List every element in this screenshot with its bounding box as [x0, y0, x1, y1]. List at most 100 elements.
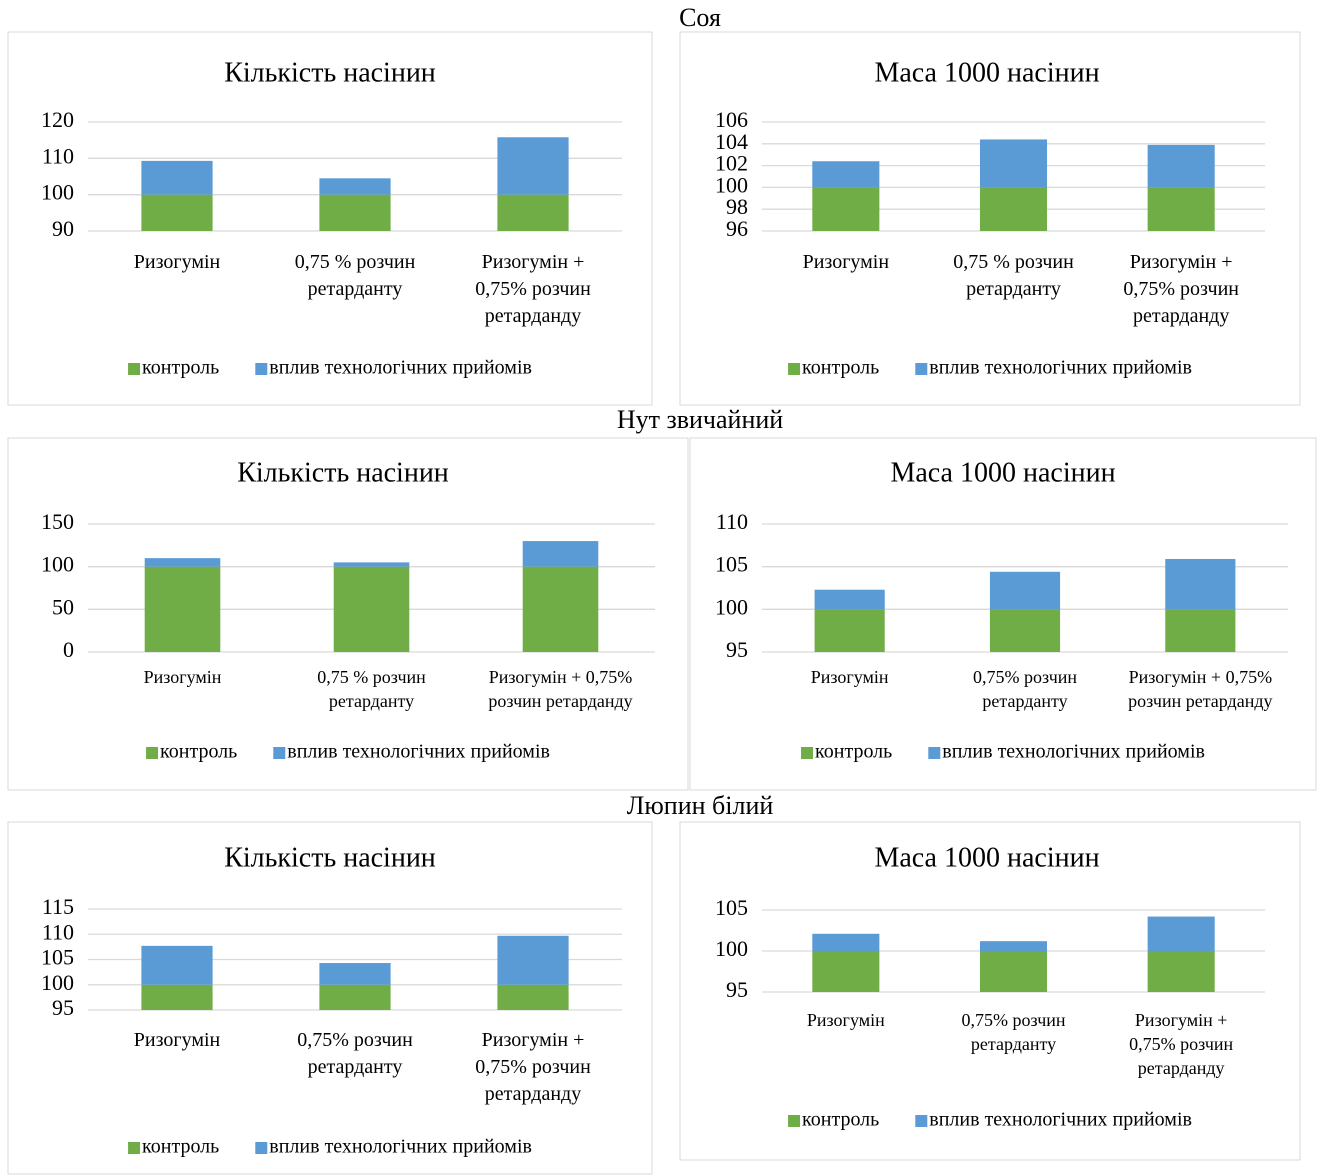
legend-swatch	[146, 747, 159, 759]
x-tick-label: Ризогумін	[811, 667, 889, 687]
x-tick-line: ретарданту	[308, 278, 403, 300]
y-tick-label: 100	[41, 970, 74, 995]
y-tick-label: 50	[52, 594, 74, 619]
x-tick-line: ретарданду	[485, 1083, 581, 1105]
x-tick-line: ретарданту	[329, 691, 414, 711]
bar-segment	[319, 963, 391, 985]
x-tick-label: 0,75% розчин ретарданту	[297, 1029, 413, 1078]
chart-title: Кількість насінин	[237, 457, 449, 488]
y-tick-label: 98	[726, 194, 748, 219]
bar-segment	[319, 178, 391, 195]
bar-segment	[141, 194, 213, 231]
bar-segment	[319, 984, 391, 1010]
legend-label: вплив технологічних прийомів	[269, 357, 532, 379]
y-tick-label: 150	[41, 509, 74, 534]
y-tick-label: 90	[52, 216, 74, 241]
chart: Кількість насінин 0 50 100 150 Ризогумін 0,75 …	[7, 437, 689, 791]
legend: контроль вплив технологічних прийомів	[801, 741, 1205, 763]
legend: контроль вплив технологічних прийомів	[788, 357, 1192, 379]
bar-segment	[812, 161, 880, 188]
chart-title: Маса 1000 насінин	[874, 842, 1099, 873]
bar-segment	[1165, 558, 1236, 610]
x-tick-line: 0,75% розчин	[1129, 1034, 1233, 1054]
section-title: Нут звичайний	[617, 405, 783, 434]
y-tick-label: 95	[726, 977, 748, 1002]
bar-segment	[989, 609, 1061, 652]
x-tick-label: Ризогумін + 0,75% розчин ретарданду	[1129, 1010, 1233, 1078]
bar-segment	[319, 194, 391, 231]
bar-segment	[812, 951, 880, 992]
x-tick-line: 0,75% розчин	[475, 1056, 591, 1078]
x-tick-line: Ризогумін	[134, 1029, 221, 1051]
x-tick-label: 0,75 % розчин ретарданту	[953, 251, 1074, 300]
x-tick-line: розчин ретарданду	[1128, 691, 1272, 711]
bar-segment	[812, 187, 880, 231]
bar-segment	[814, 589, 885, 610]
bar-segment	[333, 562, 410, 567]
y-tick-label: 102	[715, 151, 748, 176]
bar-segment	[497, 984, 569, 1010]
y-tick-label: 100	[41, 552, 74, 577]
legend-label: контроль	[142, 357, 219, 379]
x-tick-line: Ризогумін +	[482, 251, 585, 273]
x-tick-line: ретарданту	[971, 1034, 1056, 1054]
x-tick-line: 0,75% розчин	[1123, 278, 1239, 300]
legend-label: вплив технологічних прийомів	[269, 1136, 532, 1158]
bar-segment	[497, 137, 569, 195]
y-tick-label: 100	[715, 936, 748, 961]
bar-segment	[522, 566, 599, 652]
x-tick-label: 0,75 % розчин ретарданту	[317, 667, 426, 711]
bar-segment	[979, 951, 1048, 992]
x-tick-line: 0,75% розчин	[973, 667, 1077, 687]
bar-segment	[1165, 609, 1236, 652]
bar-segment	[989, 571, 1061, 610]
chart: Кількість насінин 90 100 110 120 Ризогумін 0,7…	[7, 31, 653, 406]
x-tick-line: ретарданду	[1133, 305, 1229, 327]
x-tick-line: розчин ретарданду	[488, 691, 632, 711]
x-tick-line: 0,75 % розчин	[953, 251, 1074, 273]
chart-title: Маса 1000 насінин	[874, 57, 1099, 88]
bar-segment	[522, 541, 599, 567]
legend-label: вплив технологічних прийомів	[929, 1109, 1192, 1131]
legend-swatch	[788, 1115, 801, 1127]
bar-segment	[812, 933, 880, 951]
legend-swatch	[255, 1142, 268, 1154]
x-tick-label: Ризогумін + 0,75% розчин ретарданду	[488, 667, 632, 711]
x-tick-line: 0,75 % розчин	[317, 667, 426, 687]
y-tick-label: 110	[42, 919, 74, 944]
y-tick-label: 0	[63, 637, 74, 662]
x-tick-line: 0,75% розчин	[297, 1029, 413, 1051]
chart: Маса 1000 насінин 95 100 105 110 Ризогумін 0,7…	[689, 437, 1317, 791]
bar-segment	[1147, 916, 1215, 951]
bar-segment	[979, 941, 1048, 951]
legend-swatch	[801, 747, 814, 759]
x-tick-line: Ризогумін +	[482, 1029, 585, 1051]
bar-segment	[333, 566, 410, 652]
bar-segment	[497, 935, 569, 985]
x-tick-line: ретарданту	[308, 1056, 403, 1078]
x-tick-label: Ризогумін	[134, 1029, 221, 1051]
section-title: Соя	[679, 3, 721, 32]
y-tick-label: 106	[715, 107, 748, 132]
chart-title: Маса 1000 насінин	[890, 457, 1115, 488]
y-tick-label: 110	[42, 143, 74, 168]
bar-segment	[979, 139, 1048, 188]
y-tick-label: 95	[726, 637, 748, 662]
x-tick-label: Ризогумін + 0,75% розчин ретарданду	[1123, 251, 1239, 327]
x-tick-label: Ризогумін + 0,75% розчин ретарданду	[475, 1029, 591, 1105]
y-tick-label: 95	[52, 995, 74, 1020]
x-tick-line: ретарданду	[485, 305, 581, 327]
x-tick-line: ретарданту	[982, 691, 1067, 711]
y-tick-label: 96	[726, 216, 748, 241]
legend-swatch	[273, 747, 286, 759]
x-tick-line: Ризогумін + 0,75%	[489, 667, 632, 687]
bar-segment	[141, 160, 213, 195]
section-title: Люпин білий	[627, 791, 774, 820]
x-tick-line: 0,75% розчин	[961, 1010, 1065, 1030]
legend: контроль вплив технологічних прийомів	[146, 741, 550, 763]
x-tick-line: ретарданду	[1138, 1058, 1225, 1078]
bar-segment	[141, 945, 213, 985]
